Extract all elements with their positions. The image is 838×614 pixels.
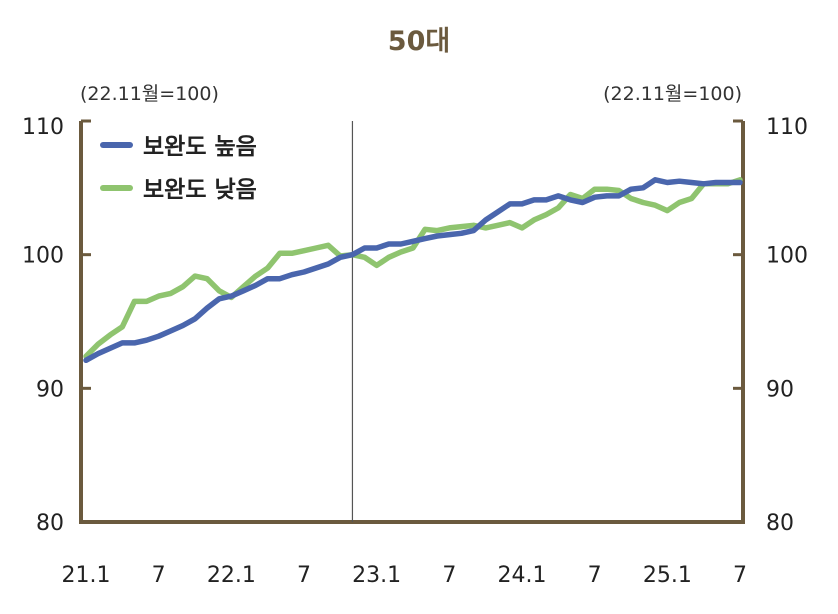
- x-tick-label: 7: [733, 563, 747, 588]
- legend-label-low: 보완도 낮음: [143, 177, 257, 203]
- x-tick-label: 7: [297, 563, 311, 588]
- legend-label-high: 보완도 높음: [143, 134, 257, 160]
- y-tick-label-right: 100: [766, 244, 808, 269]
- x-tick-label: 23.1: [352, 563, 401, 588]
- x-tick-label: 24.1: [498, 563, 547, 588]
- x-tick-label: 22.1: [207, 563, 256, 588]
- y-tick-label-right: 110: [766, 115, 808, 140]
- y-tick-label-right: 90: [766, 377, 794, 402]
- x-tick-label: 7: [442, 563, 456, 588]
- series-line-low: [83, 177, 743, 360]
- x-tick-label: 7: [152, 563, 166, 588]
- x-tick-label: 21.1: [62, 563, 111, 588]
- y-tick-label-right: 80: [766, 511, 794, 536]
- series-line-high: [83, 177, 743, 364]
- legend: 보완도 높음 보완도 낮음: [100, 134, 257, 203]
- x-tick-label: 7: [588, 563, 602, 588]
- y-tick-label-left: 100: [22, 244, 64, 269]
- y-tick-label-left: 80: [36, 511, 64, 536]
- x-tick-label: 25.1: [643, 563, 692, 588]
- y-tick-label-left: 110: [22, 115, 64, 140]
- chart-title: 50대: [388, 26, 450, 57]
- right-unit-label: (22.11월=100): [603, 83, 742, 105]
- y-tick-label-left: 90: [36, 377, 64, 402]
- left-unit-label: (22.11월=100): [80, 83, 219, 105]
